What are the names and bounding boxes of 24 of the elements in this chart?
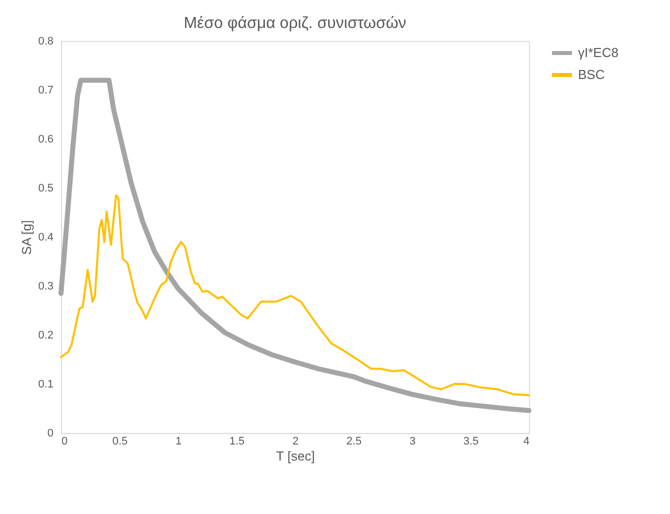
y-tick-label: 0.6 [38,134,54,146]
y-tick-label: 0 [47,428,54,440]
y-tick-label: 0.5 [38,182,54,194]
x-tick-label: 1.5 [229,436,245,448]
y-tick-label: 0.4 [38,232,54,244]
legend-label: γI*EC8 [578,45,618,60]
x-tick-label: 2.5 [346,436,362,448]
x-tick-label: 3.5 [463,436,479,448]
x-tick-label: 3 [409,436,416,448]
x-axis-title: T [sec] [276,448,315,464]
y-tick-label: 0.3 [38,280,54,292]
legend-label: BSC [578,67,605,82]
x-tick-label: 0 [62,436,68,448]
x-tick-label: 0.5 [112,436,128,448]
x-tick-label: 4 [523,436,530,448]
x-tick-label: 2 [292,436,299,448]
y-tick-label: 0.7 [38,84,54,96]
y-tick-label: 0.2 [38,330,54,342]
y-tick-label: 0.8 [38,36,54,48]
y-axis-title: SA [g] [19,220,34,255]
chart-title: Μέσο φάσμα οριζ. συνιστωσών [184,15,406,32]
x-tick-label: 1 [175,436,182,448]
y-tick-label: 0.1 [38,378,54,390]
line-series [60,194,530,396]
